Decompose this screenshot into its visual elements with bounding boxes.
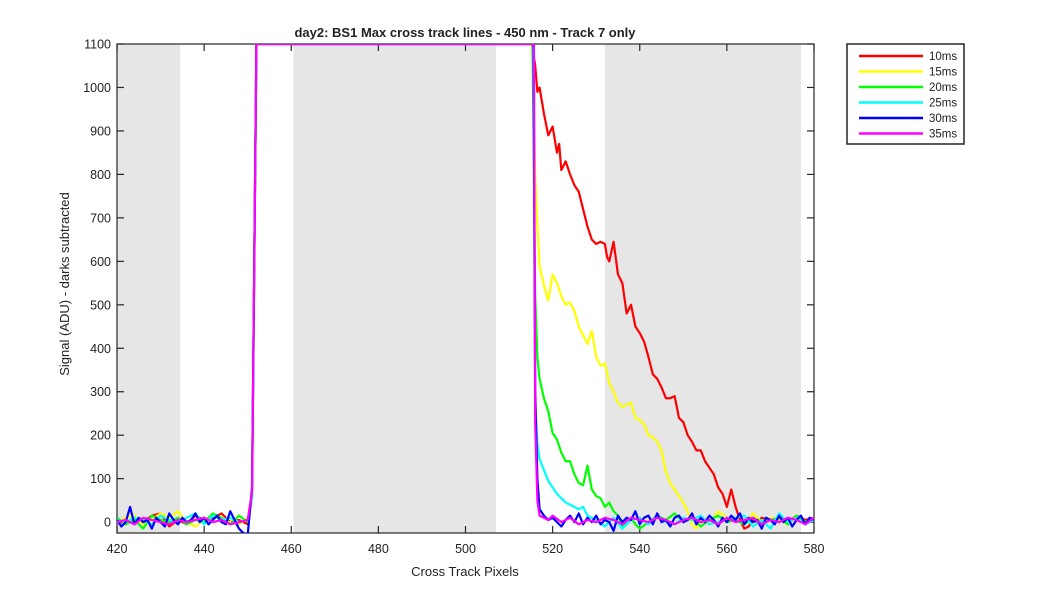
legend-label-25ms: 25ms — [929, 98, 957, 110]
y-tick-label: 500 — [90, 298, 111, 312]
axes: 420 440 460 480 500 520 540 560 580 0 100 200 300 400… — [83, 38, 824, 557]
x-tick-label: 540 — [629, 542, 650, 556]
x-tick-label: 440 — [194, 542, 215, 556]
y-tick-label: 600 — [90, 255, 111, 269]
y-tick-label: 1100 — [84, 38, 111, 52]
legend-label-20ms: 20ms — [929, 82, 957, 94]
shaded-region-1 — [117, 44, 181, 533]
y-tick-label: 900 — [90, 124, 111, 138]
shaded-regions — [117, 44, 801, 533]
y-tick-label: 700 — [90, 211, 111, 225]
y-tick-label: 200 — [90, 429, 111, 443]
y-tick-label: 800 — [90, 168, 111, 182]
x-tick-label: 520 — [542, 542, 563, 556]
series-line-35ms — [117, 44, 814, 526]
y-tick-label: 100 — [90, 472, 111, 486]
y-tick-label: 300 — [90, 385, 111, 399]
legend-label-35ms: 35ms — [929, 129, 957, 141]
x-tick-label: 500 — [455, 542, 476, 556]
x-tick-label: 460 — [281, 542, 302, 556]
x-tick-label: 580 — [804, 542, 825, 556]
legend-label-10ms: 10ms — [929, 51, 957, 63]
legend-label-15ms: 15ms — [929, 67, 957, 79]
x-tick-label: 420 — [107, 542, 128, 556]
y-tick-label: 400 — [90, 342, 111, 356]
shaded-region-2 — [293, 44, 496, 533]
series-line-20ms — [117, 44, 814, 530]
chart-title: day2: BS1 Max cross track lines - 450 nm… — [294, 25, 636, 40]
x-tick-label: 560 — [716, 542, 737, 556]
legend-label-30ms: 30ms — [929, 113, 957, 125]
x-tick-label: 480 — [368, 542, 389, 556]
y-tick-label: 0 — [104, 516, 111, 530]
shaded-region-3 — [604, 44, 801, 533]
legend: 10ms 15ms 20ms 25ms 30ms 35ms — [846, 43, 965, 145]
series-group — [117, 44, 814, 533]
y-axis-label: Signal (ADU) - darks subtracted — [57, 192, 72, 376]
legend-box — [846, 43, 965, 145]
x-axis-label: Cross Track Pixels — [411, 564, 519, 579]
y-tick-label: 1000 — [83, 81, 111, 95]
